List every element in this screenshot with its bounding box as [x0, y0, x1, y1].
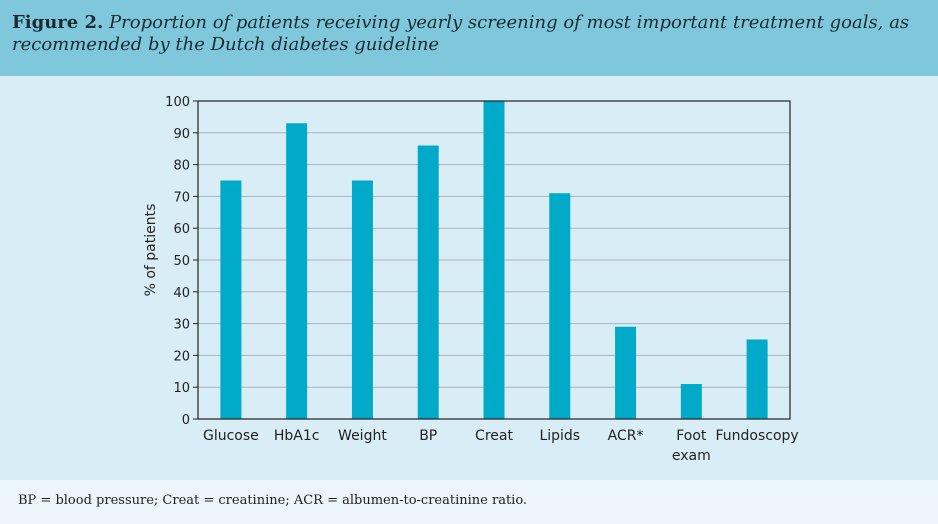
x-tick-label: Creat — [475, 428, 513, 444]
bar — [549, 193, 571, 419]
bar — [417, 145, 439, 419]
y-tick-label: 60 — [173, 222, 190, 237]
bar — [220, 180, 242, 419]
plot-area: 0 10 20 30 40 50 60 70 80 90 100 Glucose HbA1c Weigh… — [0, 76, 938, 480]
figure-caption: Figure 2. Proportion of patients receivi… — [0, 0, 938, 76]
bar — [746, 339, 768, 419]
figure-label: Figure 2. — [12, 12, 104, 33]
y-tick-label: 10 — [173, 381, 190, 396]
y-tick-label: 70 — [173, 190, 190, 205]
y-tick-label: 30 — [173, 318, 190, 333]
y-tick-label: 80 — [173, 159, 190, 174]
x-tick-label: Glucose — [203, 428, 259, 444]
x-tick-label: Foot — [676, 428, 707, 444]
y-axis-label: % of patients — [143, 204, 159, 297]
bar — [615, 326, 637, 419]
y-tick-label: 20 — [173, 349, 190, 364]
figure-caption-text: Proportion of patients receiving yearly … — [12, 12, 910, 55]
x-tick-label: Weight — [338, 428, 387, 444]
x-tick-label: HbA1c — [274, 428, 320, 444]
x-tick-label: BP — [419, 428, 437, 444]
y-tick-label: 0 — [182, 413, 190, 428]
bar — [351, 180, 373, 419]
figure-footnote: BP = blood pressure; Creat = creatinine;… — [0, 480, 938, 524]
bars — [220, 101, 768, 419]
y-tick-label: 100 — [165, 95, 190, 110]
bar — [680, 384, 702, 419]
bar — [483, 101, 505, 419]
y-tick-label: 90 — [173, 127, 190, 142]
bar — [286, 123, 308, 419]
y-tick-label: 50 — [173, 254, 190, 269]
x-tick-label: exam — [672, 448, 711, 464]
x-tick-label: Fundoscopy — [716, 428, 799, 444]
y-tick-label: 40 — [173, 286, 190, 301]
x-tick-labels: Glucose HbA1c Weight BP Creat Lipids ACR* Foot e… — [203, 428, 799, 464]
bar-chart: 0 10 20 30 40 50 60 70 80 90 100 Glucose HbA1c Weigh… — [143, 95, 799, 464]
y-tick-labels: 0 10 20 30 40 50 60 70 80 90 100 — [165, 95, 198, 428]
x-tick-label: Lipids — [539, 428, 580, 444]
x-tick-label: ACR* — [608, 428, 644, 444]
